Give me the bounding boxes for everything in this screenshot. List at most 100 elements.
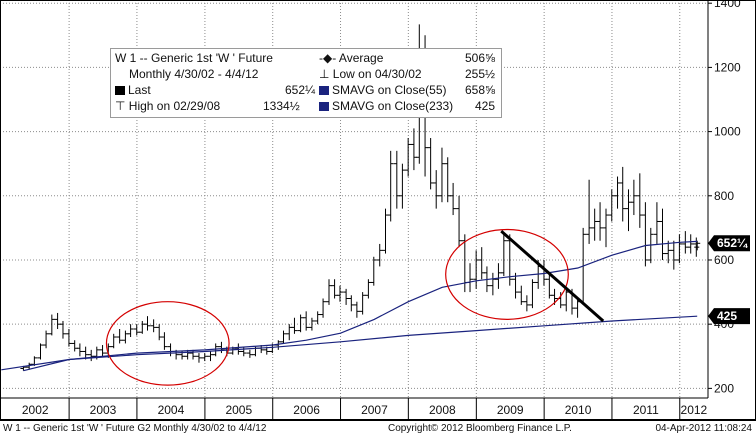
legend-row-range: Monthly 4/30/02 - 4/4/12 ⊥ Low on 04/30/… [115, 67, 495, 82]
ohlc-bar [88, 349, 95, 362]
ohlc-bar [308, 317, 315, 331]
x-tick-label: 2003 [90, 403, 117, 417]
legend-last: Last [115, 83, 151, 98]
last-swatch-icon [115, 86, 125, 95]
legend-sma233-value: 425 [474, 99, 495, 113]
legend-row-last: Last 652¼ SMAVG on Close(55) 658⅝ [115, 83, 495, 98]
ohlc-bar [512, 272, 519, 299]
legend-high-value: 1334½ [263, 99, 300, 113]
ohlc-bar [433, 170, 440, 209]
ohlc-bar [99, 345, 106, 357]
ohlc-bar [603, 208, 610, 248]
ohlc-bar [665, 240, 672, 264]
ohlc-bar [405, 138, 412, 177]
y-tick-label: 1000 [714, 125, 741, 139]
last-price-badge-shape [708, 235, 750, 252]
y-tick-label: 200 [714, 381, 734, 395]
legend-range: Monthly 4/30/02 - 4/4/12 [129, 67, 259, 81]
x-tick-label: 2008 [429, 403, 456, 417]
ohlc-bar [393, 150, 400, 209]
ohlc-bar [320, 298, 327, 318]
ohlc-bar [597, 202, 604, 241]
ohlc-bar [387, 150, 394, 222]
ohlc-bar [529, 279, 536, 309]
legend-high: ⊤ High on 02/29/08 [115, 99, 220, 114]
x-tick-label: 2009 [497, 403, 524, 417]
ohlc-bar [586, 179, 593, 244]
ohlc-bar [161, 332, 168, 350]
x-tick-label: 2011 [633, 403, 659, 417]
legend-average: -◆- Average [319, 51, 383, 66]
legend-sma233-label: SMAVG on Close(233) [332, 99, 454, 113]
ohlc-bar [450, 182, 457, 216]
ohlc-bar [399, 163, 406, 209]
footer-copyright: Copyright© 2012 Bloomberg Finance L.P. [388, 423, 572, 434]
sma55-line [23, 240, 698, 372]
ohlc-bar [630, 179, 637, 216]
ohlc-bar [653, 202, 660, 244]
ohlc-bar [110, 333, 117, 349]
ohlc-bar [676, 234, 683, 264]
y-tick-label: 1200 [714, 60, 741, 74]
ohlc-bar [195, 353, 202, 363]
legend-high-label: High on 02/29/08 [128, 99, 221, 113]
legend-low-label: Low on 04/30/02 [332, 67, 422, 81]
ohlc-bar [48, 314, 55, 336]
ohlc-bar [43, 330, 50, 349]
x-tick-label: 2012 [681, 403, 708, 417]
legend-sma55-label: SMAVG on Close(55) [332, 83, 447, 97]
ohlc-bar [608, 189, 615, 222]
ohlc-bar [240, 346, 247, 357]
ohlc-bar [456, 195, 463, 248]
ohlc-bar [297, 314, 304, 333]
footer-timestamp: 04-Apr-2012 11:08:24 [655, 423, 752, 434]
y-tick-label: 1400 [714, 0, 741, 10]
ohlc-bar [144, 316, 151, 331]
sma55-swatch-icon [319, 86, 329, 95]
sma233-badge-label: 425 [717, 309, 737, 323]
sma233-badge: 425 [708, 308, 750, 325]
ohlc-bar [246, 349, 253, 358]
ohlc-bar [376, 243, 383, 267]
ohlc-bar [65, 328, 72, 347]
sma233-line [1, 315, 698, 371]
y-tick-label: 800 [714, 189, 734, 203]
ohlc-bar [438, 147, 445, 203]
x-tick-label: 2010 [565, 403, 592, 417]
last-price-badge: 652¼ [708, 235, 750, 252]
ohlc-bar [59, 320, 66, 339]
legend-low: ⊥ Low on 04/30/02 [319, 67, 422, 82]
chart-legend: W 1 -- Generic 1st 'W ' Future -◆- Avera… [110, 48, 502, 118]
ohlc-bar [291, 317, 298, 334]
ohlc-bar [116, 328, 123, 344]
legend-sma55: SMAVG on Close(55) [319, 83, 447, 98]
annotation-circle [105, 301, 230, 386]
footer-security: W 1 -- Generic 1st 'W ' Future G2 Monthl… [3, 423, 267, 434]
legend-average-value: 506⅝ [464, 51, 495, 65]
legend-sma233: SMAVG on Close(233) [319, 99, 453, 114]
ohlc-bar [359, 292, 366, 315]
x-tick-label: 2004 [158, 403, 185, 417]
ohlc-bar [670, 240, 677, 270]
legend-average-label: Average [338, 51, 384, 65]
ohlc-bar [353, 301, 360, 318]
ohlc-bar [212, 343, 219, 357]
x-tick-label: 2006 [293, 403, 320, 417]
ohlc-bar [619, 166, 626, 222]
ohlc-bar [127, 324, 134, 338]
ohlc-bar [348, 295, 355, 312]
ohlc-bar [427, 138, 434, 190]
legend-sma55-value: 658⅝ [464, 83, 495, 97]
ohlc-bar [518, 285, 525, 305]
annotation-trendline [500, 229, 605, 323]
legend-last-value: 652¼ [285, 83, 316, 97]
ohlc-bar [76, 343, 83, 357]
price-bars [20, 24, 701, 371]
chart-footer: W 1 -- Generic 1st 'W ' Future G2 Monthl… [0, 420, 756, 437]
ohlc-bar [659, 208, 666, 260]
sma233-swatch-icon [319, 102, 329, 111]
ohlc-bar [303, 311, 310, 331]
low-marker-icon: ⊥ [319, 67, 330, 81]
sma233-badge-shape [708, 308, 750, 325]
annotation-circle [445, 228, 569, 320]
